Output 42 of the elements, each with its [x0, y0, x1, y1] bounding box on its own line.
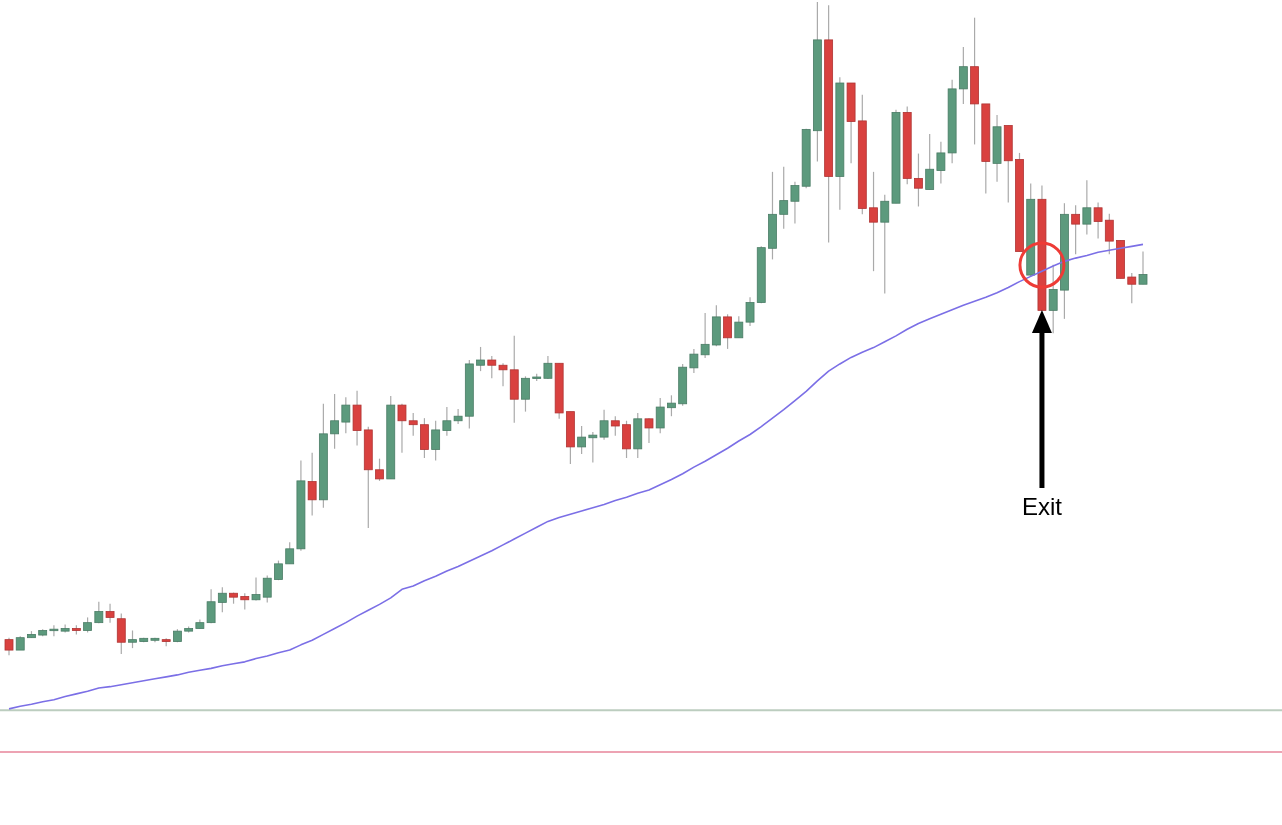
annotation: Exit [1021, 493, 1063, 520]
candlestick [397, 403, 407, 454]
candlestick [577, 425, 587, 455]
candlestick [341, 396, 351, 434]
candlestick [307, 452, 317, 517]
candlestick [217, 586, 227, 613]
candlestick [869, 171, 878, 272]
candlestick [644, 417, 654, 444]
candlestick [116, 612, 126, 655]
candlestick [599, 409, 609, 441]
candlestick [487, 355, 497, 379]
candlestick [734, 315, 744, 339]
candlestick [1082, 179, 1092, 236]
candlestick [1071, 204, 1081, 255]
candlestick [498, 362, 508, 387]
candlestick [588, 431, 598, 464]
candlestick [1138, 250, 1148, 285]
candlestick [958, 46, 968, 105]
candlestick [543, 355, 553, 380]
candlestick [1048, 264, 1058, 334]
candlestick [790, 181, 800, 225]
candlestick [262, 575, 272, 603]
candlestick [375, 458, 384, 482]
candlestick [330, 393, 339, 450]
candlestick [610, 415, 620, 437]
candlestick [476, 346, 485, 372]
candlestick [880, 194, 890, 294]
candlestick [408, 412, 418, 437]
candlestick [1093, 201, 1103, 240]
candlestick [914, 152, 923, 208]
candlestick [667, 394, 676, 417]
candlestick [1104, 213, 1114, 255]
candlestick [105, 603, 115, 624]
candlestick [745, 296, 755, 327]
candlestick [723, 313, 732, 350]
candlestick [779, 166, 789, 230]
candlestick [925, 133, 935, 191]
candlestick [1127, 272, 1137, 304]
candlestick [521, 375, 530, 413]
candlestick [285, 541, 295, 565]
candlestick [431, 420, 441, 462]
candlestick [655, 397, 665, 434]
